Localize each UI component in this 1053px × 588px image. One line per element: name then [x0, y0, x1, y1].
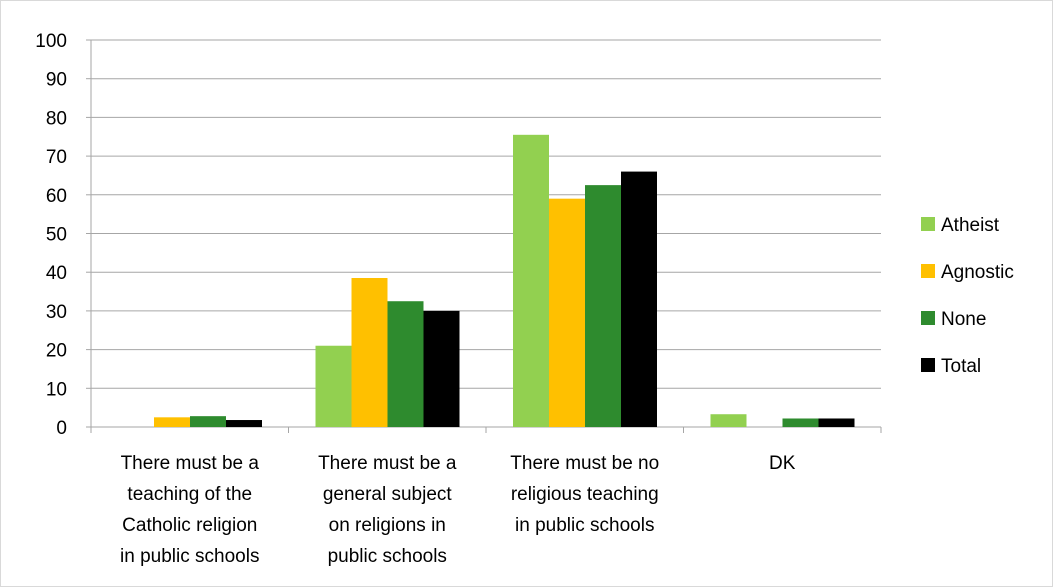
bar-agnostic-2: [351, 278, 388, 427]
category-label-line: There must be no: [510, 453, 659, 474]
y-tick-label: 30: [46, 302, 67, 323]
y-tick-label: 60: [46, 186, 67, 207]
legend-swatch-atheist: [921, 217, 935, 231]
y-axis-tick-labels: 0 10 20 30 40 50 60 70 80 90 100: [35, 31, 67, 439]
bar-agnostic-3: [549, 198, 585, 427]
bar-agnostic-1: [154, 417, 190, 427]
y-tick-label: 80: [46, 108, 67, 129]
y-tick-label: 90: [46, 70, 67, 91]
bar-atheist-4: [710, 414, 747, 427]
y-tick-label: 70: [46, 147, 67, 168]
y-tick-label: 0: [56, 418, 67, 439]
bar-none-1: [190, 416, 226, 427]
legend-label-agnostic: Agnostic: [941, 262, 1014, 283]
category-label-line: DK: [769, 453, 796, 474]
category-label-line: public schools: [328, 546, 447, 567]
y-tick-label: 10: [46, 379, 67, 400]
category-label-line: There must be a: [121, 453, 260, 474]
y-tick-label: 50: [46, 225, 67, 246]
y-tick-label: 100: [35, 31, 67, 52]
category-label-line: general subject: [323, 484, 453, 505]
category-label-line: teaching of the: [127, 484, 252, 505]
bar-none-4: [782, 418, 819, 427]
axes: [86, 39, 882, 433]
category-label-line: There must be a: [318, 453, 457, 474]
category-label: There must be a general subject on religio…: [318, 453, 457, 567]
legend-swatch-total: [921, 358, 935, 372]
category-label: There must be no religious teaching in pub…: [510, 453, 659, 536]
bar-atheist-3: [513, 134, 549, 427]
category-label: There must be a teaching of the Catholic r…: [120, 453, 259, 567]
legend-label-none: None: [941, 309, 986, 330]
bar-none-3: [585, 185, 621, 427]
bar-none-2: [387, 301, 424, 427]
category-label-line: in public schools: [515, 515, 654, 536]
category-label-line: religious teaching: [511, 484, 659, 505]
bar-total-1: [226, 420, 262, 427]
legend-swatch-agnostic: [921, 264, 935, 278]
legend-swatch-none: [921, 311, 935, 325]
category-label: DK: [769, 453, 796, 474]
category-label-line: on religions in: [329, 515, 446, 536]
category-label-line: Catholic religion: [122, 515, 257, 536]
x-axis-category-labels: There must be a teaching of the Catholic r…: [120, 453, 796, 567]
bar-total-4: [818, 418, 855, 427]
bar-total-2: [423, 310, 460, 427]
legend-label-atheist: Atheist: [941, 215, 1000, 236]
y-tick-label: 20: [46, 341, 67, 362]
category-label-line: in public schools: [120, 546, 259, 567]
y-tick-label: 40: [46, 263, 67, 284]
bars: [154, 134, 855, 427]
legend-label-total: Total: [941, 356, 981, 377]
bar-total-3: [621, 171, 657, 427]
legend: Atheist Agnostic None Total: [921, 215, 1014, 377]
bar-atheist-2: [315, 345, 352, 427]
gridlines: [91, 39, 881, 389]
